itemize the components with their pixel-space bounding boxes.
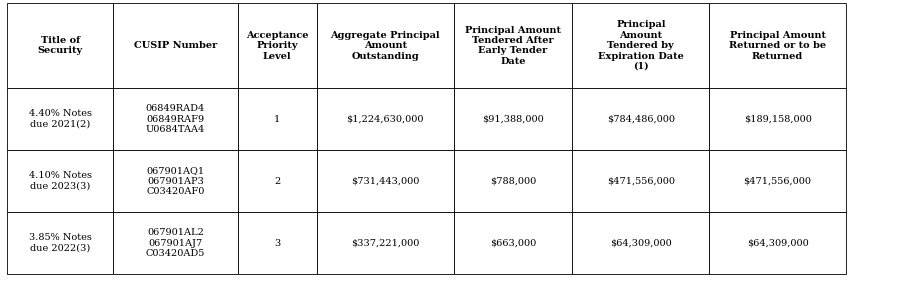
Text: 2: 2 (274, 177, 280, 186)
Text: $731,443,000: $731,443,000 (351, 177, 419, 186)
Text: 1: 1 (274, 114, 280, 124)
Text: Acceptance
Priority
Level: Acceptance Priority Level (246, 31, 309, 61)
Text: 4.40% Notes
due 2021(2): 4.40% Notes due 2021(2) (29, 109, 92, 129)
Text: $1,224,630,000: $1,224,630,000 (346, 114, 424, 124)
Bar (7, 150, 113, 212)
Bar (113, 88, 238, 150)
Text: $91,388,000: $91,388,000 (482, 114, 544, 124)
Bar (709, 150, 846, 212)
Text: Principal Amount
Returned or to be
Returned: Principal Amount Returned or to be Retur… (729, 31, 826, 61)
Text: Principal Amount
Tendered After
Early Tender
Date: Principal Amount Tendered After Early Te… (465, 26, 561, 66)
Bar (317, 212, 454, 274)
Text: $471,556,000: $471,556,000 (743, 177, 812, 186)
Bar (572, 88, 709, 150)
Text: $64,309,000: $64,309,000 (747, 239, 808, 248)
Bar (709, 88, 846, 150)
Text: $471,556,000: $471,556,000 (607, 177, 675, 186)
Bar (317, 150, 454, 212)
Bar (317, 88, 454, 150)
Text: Principal
Amount
Tendered by
Expiration Date
(1): Principal Amount Tendered by Expiration … (598, 20, 684, 71)
Bar (113, 3, 238, 88)
Bar (7, 88, 113, 150)
Text: CUSIP Number: CUSIP Number (134, 41, 217, 50)
Text: 3.85% Notes
due 2022(3): 3.85% Notes due 2022(3) (29, 233, 92, 253)
Bar (7, 3, 113, 88)
Text: $189,158,000: $189,158,000 (743, 114, 812, 124)
Bar (113, 150, 238, 212)
Bar (454, 212, 572, 274)
Bar (113, 212, 238, 274)
Text: 067901AL2
067901AJ7
C03420AD5: 067901AL2 067901AJ7 C03420AD5 (146, 228, 205, 258)
Bar (238, 150, 317, 212)
Bar (317, 3, 454, 88)
Text: Aggregate Principal
Amount
Outstanding: Aggregate Principal Amount Outstanding (330, 31, 440, 61)
Bar (238, 3, 317, 88)
Bar (454, 150, 572, 212)
Text: $663,000: $663,000 (490, 239, 536, 248)
Text: $64,309,000: $64,309,000 (610, 239, 671, 248)
Bar (454, 88, 572, 150)
Text: 3: 3 (274, 239, 280, 248)
Bar (572, 150, 709, 212)
Text: Title of
Security: Title of Security (38, 36, 83, 55)
Bar (238, 88, 317, 150)
Bar (454, 3, 572, 88)
Bar (572, 212, 709, 274)
Bar (238, 212, 317, 274)
Bar (709, 212, 846, 274)
Text: $784,486,000: $784,486,000 (607, 114, 675, 124)
Bar (572, 3, 709, 88)
Text: $337,221,000: $337,221,000 (351, 239, 419, 248)
Text: 4.10% Notes
due 2023(3): 4.10% Notes due 2023(3) (29, 171, 92, 191)
Bar (709, 3, 846, 88)
Text: 06849RAD4
06849RAF9
U0684TAA4: 06849RAD4 06849RAF9 U0684TAA4 (146, 104, 205, 134)
Text: 067901AQ1
067901AP3
C03420AF0: 067901AQ1 067901AP3 C03420AF0 (147, 166, 204, 196)
Text: $788,000: $788,000 (490, 177, 536, 186)
Bar (7, 212, 113, 274)
